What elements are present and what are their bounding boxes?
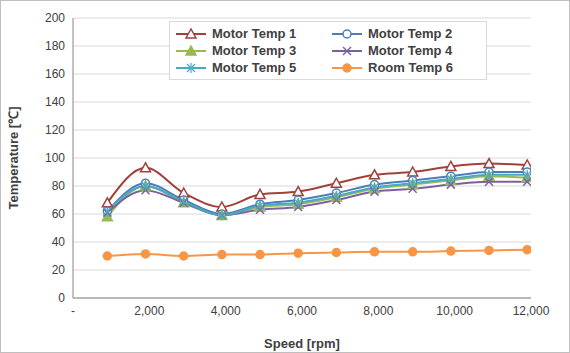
svg-text:0: 0 xyxy=(58,291,65,305)
html-text:Motor Temp 2: Motor Temp 2 xyxy=(368,26,453,41)
svg-text:2,000: 2,000 xyxy=(134,304,164,318)
svg-text:Temperature [℃]: Temperature [℃] xyxy=(8,106,21,209)
svg-text:20: 20 xyxy=(52,263,66,277)
svg-text:120: 120 xyxy=(45,123,65,137)
svg-text:180: 180 xyxy=(45,39,65,53)
svg-text:4,000: 4,000 xyxy=(211,304,241,318)
svg-text:40: 40 xyxy=(52,235,66,249)
svg-text:-: - xyxy=(71,304,75,318)
html-text:Motor Temp 1: Motor Temp 1 xyxy=(212,26,297,41)
svg-text:8,000: 8,000 xyxy=(363,304,393,318)
svg-text:10,000: 10,000 xyxy=(436,304,473,318)
svg-text:100: 100 xyxy=(45,151,65,165)
svg-text:Speed [rpm]: Speed [rpm] xyxy=(264,336,340,351)
html-text:Room Temp 6: Room Temp 6 xyxy=(368,60,453,75)
svg-text:140: 140 xyxy=(45,95,65,109)
html-text:Motor Temp 3: Motor Temp 3 xyxy=(212,43,297,58)
svg-text:80: 80 xyxy=(52,179,66,193)
svg-text:200: 200 xyxy=(45,11,65,25)
svg-text:6,000: 6,000 xyxy=(287,304,317,318)
svg-text:160: 160 xyxy=(45,67,65,81)
html-text:Motor Temp 4: Motor Temp 4 xyxy=(368,43,453,58)
svg-text:60: 60 xyxy=(52,207,66,221)
svg-text:12,000: 12,000 xyxy=(513,304,550,318)
html-text:Motor Temp 5: Motor Temp 5 xyxy=(212,60,297,75)
